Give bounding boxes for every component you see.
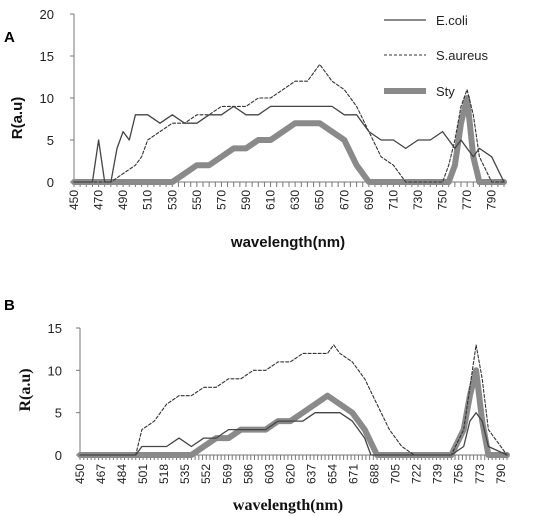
panel-label: A	[4, 29, 15, 46]
x-tick-label: 450	[67, 190, 81, 210]
x-tick-label: 756	[452, 464, 466, 484]
legend-entry: S.aureus	[384, 48, 489, 63]
x-tick-label: 570	[214, 190, 228, 210]
legend-entry: E.coli	[384, 13, 468, 28]
x-tick-label: 637	[304, 464, 318, 484]
chart-panel-a: A R(a.u) wavelength(nm) E.coli S.aureus …	[4, 7, 507, 251]
x-tick-label: 654	[325, 464, 339, 484]
legend-label: Sty	[436, 84, 455, 99]
x-tick-label: 490	[116, 190, 130, 210]
x-tick-label: 569	[220, 464, 234, 484]
x-tick-label: 610	[264, 190, 278, 210]
x-tick-label: 450	[73, 464, 87, 484]
x-tick-label: 590	[239, 190, 253, 210]
legend-label: S.aureus	[436, 48, 489, 63]
series-line	[79, 412, 508, 456]
x-tick-label: 750	[436, 190, 450, 210]
x-tick-label: 790	[485, 190, 499, 210]
x-tick-label: 467	[94, 464, 108, 484]
x-tick-label: 671	[347, 464, 361, 484]
x-tick-label: 773	[473, 464, 487, 484]
series-line	[73, 63, 505, 183]
x-axis-title: wavelength(nm)	[233, 497, 343, 514]
x-tick-label: 770	[460, 190, 474, 210]
y-tick-label: 15	[48, 321, 62, 336]
x-tick-label: 705	[389, 464, 403, 484]
x-tick-label: 530	[165, 190, 179, 210]
series-line	[71, 95, 507, 185]
x-tick-label: 535	[178, 464, 192, 484]
y-tick-label: 0	[55, 448, 62, 463]
x-tick-label: 620	[283, 464, 297, 484]
series-line	[79, 344, 508, 456]
x-tick-label: 739	[431, 464, 445, 484]
x-tick-label: 470	[92, 190, 106, 210]
legend-label: E.coli	[436, 13, 468, 28]
x-tick-label: 730	[411, 190, 425, 210]
x-tick-label: 630	[288, 190, 302, 210]
series-line	[77, 367, 510, 458]
y-tick-label: 5	[55, 406, 62, 421]
y-tick-label: 10	[48, 363, 62, 378]
y-tick-label: 0	[47, 175, 54, 190]
y-axis-title: R(a.u)	[17, 368, 34, 411]
x-tick-label: 550	[190, 190, 204, 210]
y-tick-label: 5	[47, 133, 54, 148]
x-tick-label: 710	[386, 190, 400, 210]
x-tick-label: 586	[241, 464, 255, 484]
y-tick-label: 20	[40, 7, 54, 22]
x-tick-label: 510	[141, 190, 155, 210]
chart-panel-b: B R(a.u) wavelength(nm) 0 5 10 15 450 467 484 5…	[4, 297, 510, 514]
x-tick-label: 722	[410, 464, 424, 484]
x-tick-label: 688	[368, 464, 382, 484]
x-tick-label: 518	[157, 464, 171, 484]
x-tick-label: 552	[199, 464, 213, 484]
y-tick-label: 10	[40, 91, 54, 106]
chart-legend: E.coli S.aureus Sty	[384, 13, 489, 99]
x-tick-label: 790	[494, 464, 508, 484]
legend-entry: Sty	[384, 84, 455, 99]
x-tick-label: 484	[115, 464, 129, 484]
x-tick-label: 603	[262, 464, 276, 484]
x-tick-label: 501	[136, 464, 150, 484]
panel-label: B	[4, 297, 15, 314]
series-line	[73, 105, 505, 183]
x-tick-label: 670	[337, 190, 351, 210]
y-tick-label: 15	[40, 49, 54, 64]
x-axis-title: wavelength(nm)	[230, 234, 345, 251]
x-tick-label: 650	[313, 190, 327, 210]
x-tick-label: 690	[362, 190, 376, 210]
y-axis-title: R(a.u)	[9, 97, 26, 140]
